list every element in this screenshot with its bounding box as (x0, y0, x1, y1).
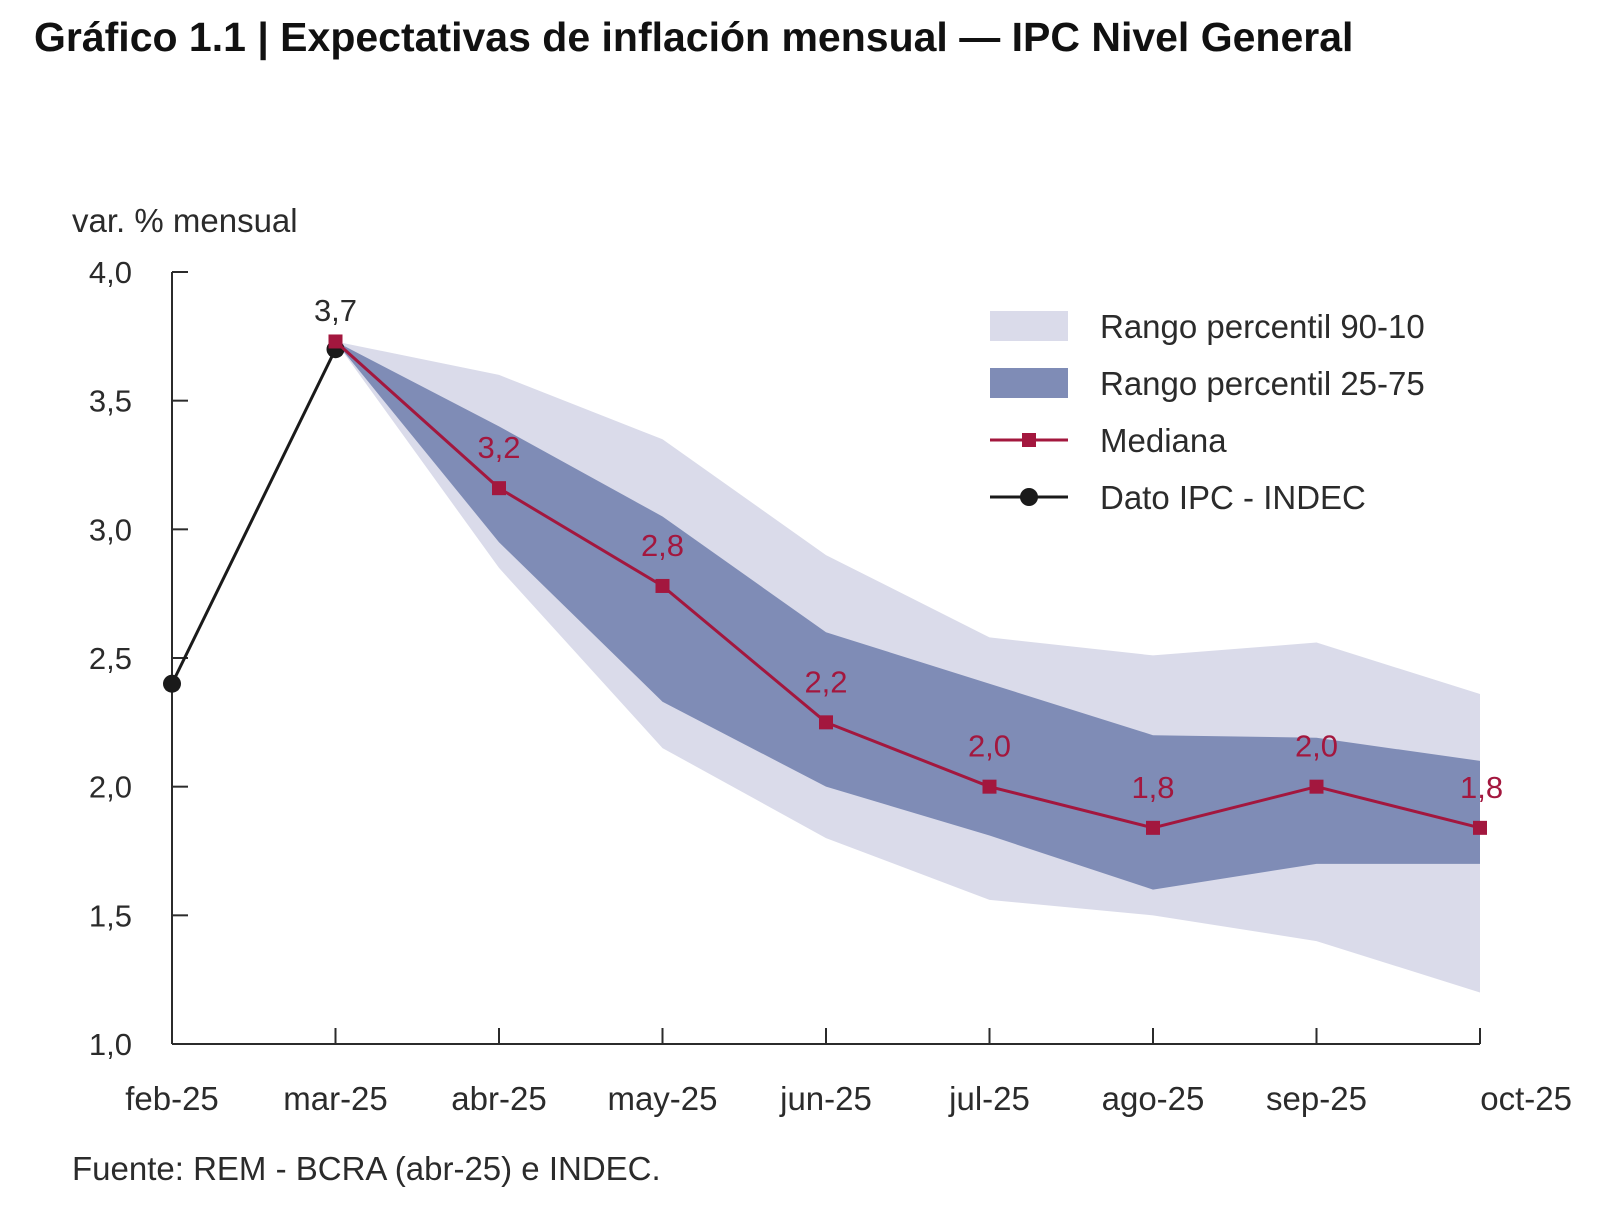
x-tick-label: jun-25 (779, 1080, 872, 1117)
x-tick-label: may-25 (607, 1080, 717, 1117)
mediana-point (492, 481, 506, 495)
x-tick-label: mar-25 (283, 1080, 388, 1117)
x-tick-label: oct-25 (1480, 1080, 1572, 1117)
mediana-point (983, 780, 997, 794)
series-line-ipc (172, 349, 336, 684)
chart-canvas: var. % mensual 1,0 1,5 2,0 2,5 3,0 3,5 4,0 feb-… (0, 0, 1600, 1218)
legend-swatch-band_90_10 (990, 311, 1068, 341)
legend-label-band_25_75: Rango percentil 25-75 (1100, 365, 1425, 402)
y-tick-label: 4,0 (89, 255, 132, 290)
mediana-point (329, 334, 343, 348)
mediana-point (1310, 780, 1324, 794)
data-label: 3,7 (314, 293, 357, 328)
legend-marker-ipc (1020, 488, 1038, 506)
data-label: 2,2 (804, 664, 847, 699)
source-note: Fuente: REM - BCRA (abr-25) e INDEC. (72, 1150, 661, 1188)
mediana-point (1146, 821, 1160, 835)
legend-label-ipc: Dato IPC - INDEC (1100, 479, 1366, 516)
ipc-point (163, 675, 181, 693)
data-label: 1,8 (1131, 770, 1174, 805)
y-tick-label: 1,5 (89, 898, 132, 933)
x-tick-label: sep-25 (1266, 1080, 1367, 1117)
x-tick-label: feb-25 (125, 1080, 219, 1117)
x-tick-label: abr-25 (451, 1080, 546, 1117)
x-tick-label: jul-25 (948, 1080, 1030, 1117)
y-axis-label: var. % mensual (72, 202, 298, 239)
data-label: 2,0 (1295, 729, 1338, 764)
legend-marker-mediana (1022, 433, 1036, 447)
y-tick-label: 2,0 (89, 770, 132, 805)
mediana-point (1473, 821, 1487, 835)
y-tick-label: 1,0 (89, 1027, 132, 1062)
mediana-point (656, 579, 670, 593)
legend: Rango percentil 90-10 Rango percentil 25-… (990, 308, 1425, 516)
legend-label-mediana: Mediana (1100, 422, 1227, 459)
legend-label-band_90_10: Rango percentil 90-10 (1100, 308, 1425, 345)
data-label: 2,8 (641, 528, 684, 563)
data-label: 2,0 (968, 729, 1011, 764)
mediana-point (819, 715, 833, 729)
y-tick-label: 3,5 (89, 384, 132, 419)
data-label: 1,8 (1460, 770, 1503, 805)
data-label: 3,2 (477, 430, 520, 465)
y-tick-label: 3,0 (89, 512, 132, 547)
y-tick-label: 2,5 (89, 641, 132, 676)
legend-swatch-band_25_75 (990, 368, 1068, 398)
x-tick-label: ago-25 (1102, 1080, 1205, 1117)
